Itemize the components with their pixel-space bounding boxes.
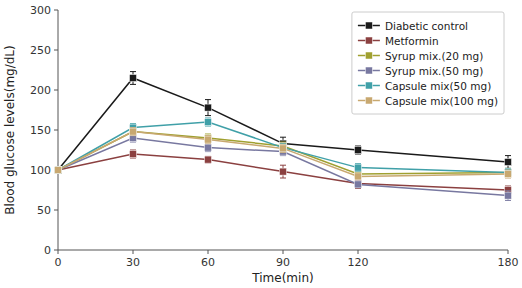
y-tick-label: 0	[44, 244, 51, 257]
data-point	[130, 75, 137, 82]
y-tick-label: 150	[30, 124, 51, 137]
legend-label: Capsule mix(100 mg)	[385, 95, 498, 107]
data-point	[280, 168, 287, 175]
x-tick-label: 180	[498, 256, 519, 269]
data-point	[205, 136, 212, 143]
series	[55, 128, 512, 180]
legend-swatch-marker	[365, 82, 372, 89]
legend-swatch-marker	[365, 37, 372, 44]
data-point	[205, 156, 212, 163]
series-line	[58, 122, 508, 172]
error-bar	[280, 144, 286, 152]
legend-swatch-marker	[365, 52, 372, 59]
error-bar	[505, 191, 511, 201]
error-bar	[130, 128, 136, 136]
y-tick-label: 100	[30, 164, 51, 177]
data-point	[205, 119, 212, 126]
x-tick	[283, 250, 284, 254]
x-tick	[58, 250, 59, 254]
series-line	[58, 154, 508, 190]
y-tick	[54, 130, 58, 131]
legend-label: Diabetic control	[385, 20, 468, 32]
x-tick	[508, 250, 509, 254]
y-tick	[54, 250, 58, 251]
legend-label: Syrup mix.(50 mg)	[385, 65, 483, 77]
error-bar	[280, 165, 286, 178]
error-bar	[505, 156, 511, 169]
legend-swatch-marker	[365, 67, 372, 74]
x-tick	[133, 250, 134, 254]
series	[55, 150, 512, 194]
data-point	[55, 167, 62, 174]
y-axis-label: Blood glucose levels(mg/dL)	[3, 45, 17, 214]
error-bar	[280, 144, 286, 152]
series	[55, 118, 512, 176]
error-bar	[130, 72, 136, 85]
y-tick-label: 200	[30, 84, 51, 97]
y-tick-label: 300	[30, 4, 51, 17]
error-bar	[130, 150, 136, 158]
data-point	[355, 180, 362, 187]
error-bar	[130, 128, 136, 136]
error-bar	[355, 173, 361, 179]
x-axis-label: Time(min)	[251, 271, 313, 285]
x-tick-label: 120	[348, 256, 369, 269]
chart: 0 50 100 150 200 250 300 0 30 60 90 120 180 Time(min)…	[0, 0, 522, 288]
y-tick	[54, 10, 58, 11]
error-bar	[505, 170, 511, 178]
data-point	[55, 167, 62, 174]
data-point	[355, 173, 362, 180]
x-tick-label: 30	[126, 256, 140, 269]
error-bar	[205, 100, 211, 116]
error-bar	[205, 136, 211, 144]
legend-box	[352, 12, 504, 114]
error-bar	[355, 179, 361, 189]
legend-label: Capsule mix(50 mg)	[385, 80, 491, 92]
legend-label: Metformin	[385, 35, 439, 47]
data-point	[205, 104, 212, 111]
x-tick-label: 90	[276, 256, 290, 269]
legend: Diabetic control Metformin Syrup mix.(20 m…	[352, 12, 504, 114]
x-tick-label: 0	[55, 256, 62, 269]
error-bar	[205, 144, 211, 152]
legend-label: Syrup mix.(20 mg)	[385, 50, 483, 62]
data-point	[205, 144, 212, 151]
legend-swatch-marker	[365, 97, 372, 104]
data-point	[355, 164, 362, 171]
data-point	[280, 144, 287, 151]
data-point	[505, 192, 512, 199]
data-point	[355, 147, 362, 154]
error-bar	[355, 164, 361, 172]
data-point	[130, 128, 137, 135]
data-point	[505, 171, 512, 178]
series-line	[58, 132, 508, 174]
x-tick-label: 60	[201, 256, 215, 269]
series-line	[58, 138, 508, 196]
series	[55, 72, 512, 174]
series-line	[58, 132, 508, 177]
plot-area	[55, 72, 512, 201]
error-bar	[355, 146, 361, 154]
x-tick	[208, 250, 209, 254]
data-point	[355, 181, 362, 188]
y-tick	[54, 50, 58, 51]
error-bar	[205, 156, 211, 162]
error-bar	[205, 118, 211, 126]
data-point	[55, 167, 62, 174]
data-point	[55, 167, 62, 174]
data-point	[280, 145, 287, 152]
data-point	[55, 167, 62, 174]
y-tick	[54, 210, 58, 211]
data-point	[130, 128, 137, 135]
y-tick-label: 50	[37, 204, 51, 217]
y-tick-label: 250	[30, 44, 51, 57]
legend-swatch-marker	[365, 22, 372, 29]
x-tick	[358, 250, 359, 254]
data-point	[505, 159, 512, 166]
data-point	[55, 167, 62, 174]
y-tick	[54, 90, 58, 91]
data-point	[130, 151, 137, 158]
series	[55, 134, 512, 200]
error-bar	[355, 181, 361, 187]
